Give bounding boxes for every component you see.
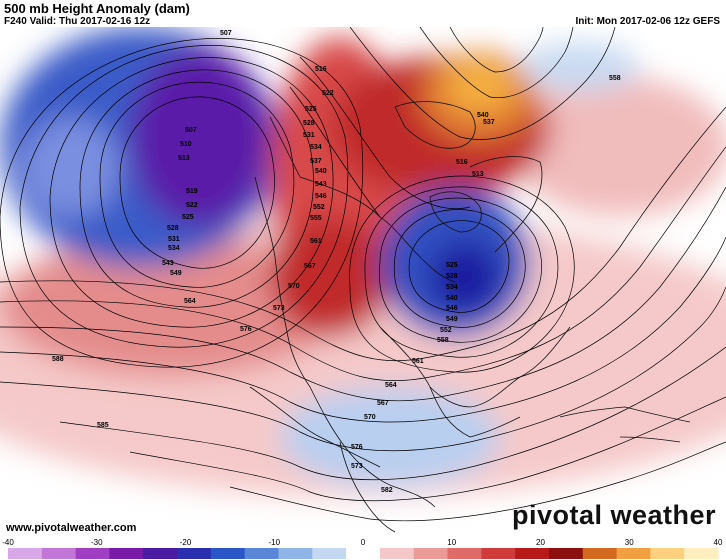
coastlines (249, 101, 691, 533)
contour-label: 525 (446, 262, 458, 269)
colorbar-swatch (312, 548, 347, 559)
colorbar-tick-label: 10 (447, 538, 456, 547)
contour-label: 546 (315, 193, 327, 200)
contour-label: 534 (310, 144, 322, 151)
contour-label: 570 (288, 283, 300, 290)
colorbar-swatch (109, 548, 144, 559)
contour-label: 561 (310, 238, 322, 245)
contour-label: 531 (168, 236, 180, 243)
contour-label: 522 (186, 202, 198, 209)
contour-label: 507 (185, 127, 197, 134)
colorbar-tick-label: -20 (180, 538, 192, 547)
contour-label: 513 (472, 171, 484, 178)
contour-label: 567 (304, 263, 316, 270)
colorbar-swatch (8, 548, 43, 559)
contour-label: 537 (310, 158, 322, 165)
contour-label: 543 (162, 260, 174, 267)
colorbar-swatch (650, 548, 685, 559)
colorbar-tick-label: 40 (714, 538, 723, 547)
contour-label: 528 (303, 120, 315, 127)
contour-label: 507 (220, 30, 232, 37)
contour-label: 540 (315, 168, 327, 175)
contour-label: 558 (437, 337, 449, 344)
map-title: 500 mb Height Anomaly (dam) (4, 1, 190, 16)
contour-label: 570 (364, 414, 376, 421)
colorbar-swatch (582, 548, 618, 559)
init-time: Init: Mon 2017-02-06 12z GEFS (575, 16, 721, 27)
anomaly-shading (0, 27, 726, 497)
colorbar-swatch (244, 548, 279, 559)
contour-label: 525 (182, 214, 194, 221)
contour-label: 534 (168, 245, 180, 252)
contour-label: 576 (240, 326, 252, 333)
contour-label: 534 (446, 284, 458, 291)
colorbar-swatch (346, 548, 381, 559)
contour-label: 564 (385, 382, 397, 389)
contour-label: 588 (52, 356, 64, 363)
contour-label: 585 (97, 422, 109, 429)
contour-label: 552 (313, 204, 325, 211)
contour-label: 549 (170, 270, 182, 277)
contour-label: 573 (351, 463, 363, 470)
contour-label: 537 (483, 119, 495, 126)
contour-label: 513 (178, 155, 190, 162)
colorbar-tick-label: 20 (536, 538, 545, 547)
contour-label: 558 (609, 75, 621, 82)
colorbar-swatch (548, 548, 584, 559)
valid-time: F240 Valid: Thu 2017-02-16 12z (4, 16, 151, 27)
contour-label: 531 (303, 132, 315, 139)
colorbar-tick-label: -10 (268, 538, 280, 547)
contour-label: 528 (167, 225, 179, 232)
colorbar-swatch (481, 548, 516, 559)
colorbar-swatch (379, 548, 415, 559)
contour-label: 549 (446, 316, 458, 323)
colorbar-swatch (210, 548, 246, 559)
colorbar-swatches (8, 548, 719, 559)
contour-label: 552 (440, 327, 452, 334)
colorbar-swatch (143, 548, 178, 559)
contour-label: 519 (186, 188, 198, 195)
contour-label: 564 (184, 298, 196, 305)
contour-label: 510 (180, 141, 192, 148)
contour-label: 561 (412, 358, 424, 365)
colorbar-swatch (515, 548, 550, 559)
contour-label: 543 (315, 181, 327, 188)
colorbar-ticks: -40 -30 -20 -10 0 10 20 30 40 (2, 538, 723, 547)
contour-label: 546 (446, 305, 458, 312)
contour-label: 567 (377, 400, 389, 407)
colorbar-tick-label: 0 (361, 538, 366, 547)
colorbar-swatch (684, 548, 719, 559)
contour-label: 573 (273, 305, 285, 312)
colorbar-swatch (413, 548, 449, 559)
colorbar-swatch (41, 548, 77, 559)
website-label: www.pivotalweather.com (6, 522, 137, 534)
contour-label: 576 (351, 444, 363, 451)
contour-label: 516 (315, 66, 327, 73)
colorbar-swatch (177, 548, 212, 559)
contour-label: 540 (477, 112, 489, 119)
colorbar-swatch (278, 548, 313, 559)
contour-label: 525 (305, 106, 317, 113)
colorbar-swatch (616, 548, 651, 559)
colorbar-tick-label: -40 (2, 538, 14, 547)
colorbar-swatch (75, 548, 110, 559)
contour-label: 582 (381, 487, 393, 494)
pivotal-weather-logo: pivotal weather (512, 500, 717, 530)
contour-label: 555 (310, 215, 322, 222)
contour-label: 528 (446, 273, 458, 280)
height-anomaly-map: 507 507 510 513 516 519 522 522 525 525 … (0, 27, 726, 533)
contour-label: 522 (322, 90, 334, 97)
colorbar-tick-label: -30 (91, 538, 103, 547)
contour-label: 516 (456, 159, 468, 166)
colorbar-swatch (447, 548, 482, 559)
contour-label: 540 (446, 295, 458, 302)
colorbar: -40 -30 -20 -10 0 10 20 30 40 (2, 538, 723, 559)
contour-labels: 507 507 510 513 516 519 522 522 525 525 … (52, 30, 621, 494)
colorbar-tick-label: 30 (625, 538, 634, 547)
